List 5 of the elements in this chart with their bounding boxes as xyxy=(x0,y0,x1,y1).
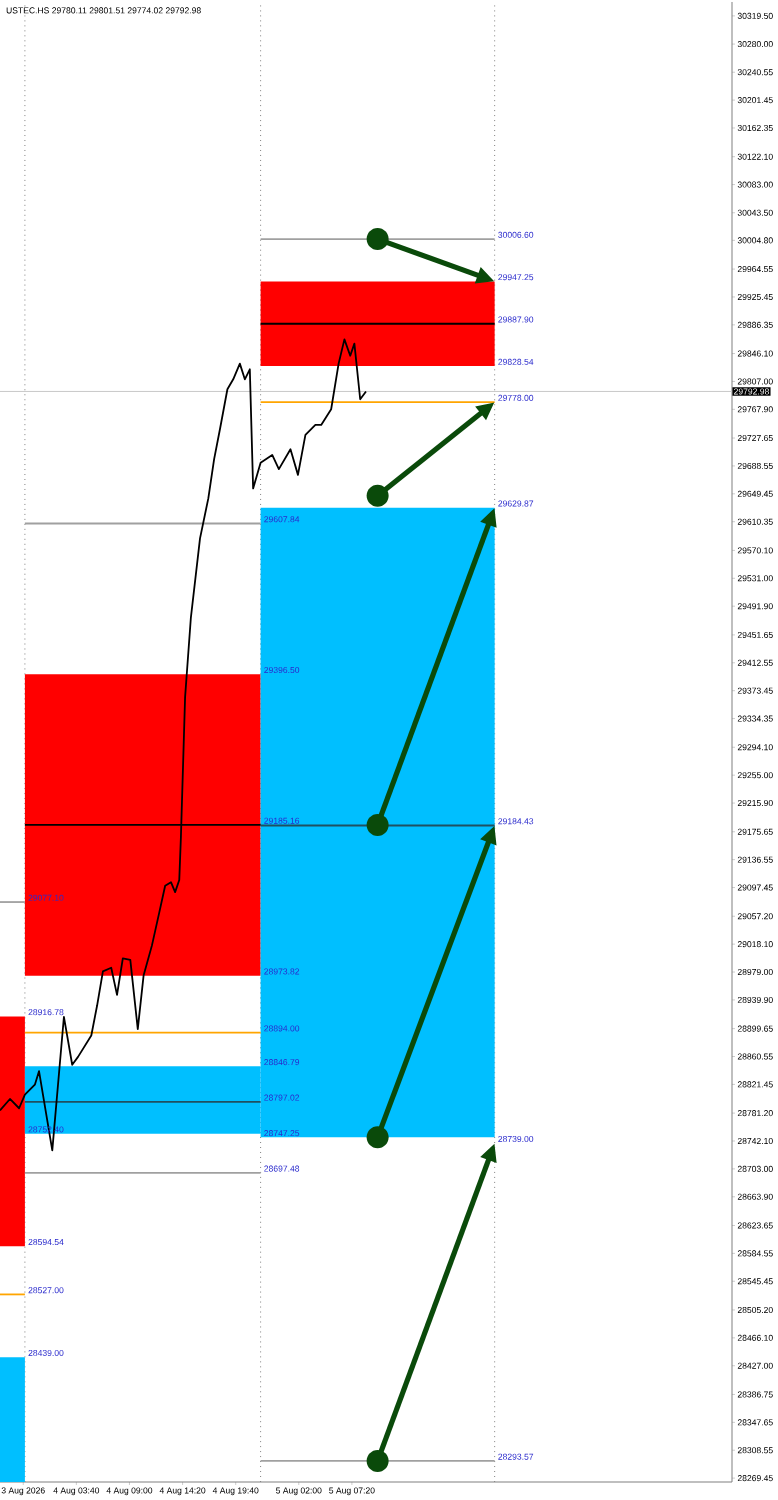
bar xyxy=(24,674,261,976)
bar xyxy=(260,281,495,367)
bar xyxy=(0,1357,25,1482)
bar xyxy=(0,1016,25,1247)
line-series xyxy=(0,338,367,1152)
